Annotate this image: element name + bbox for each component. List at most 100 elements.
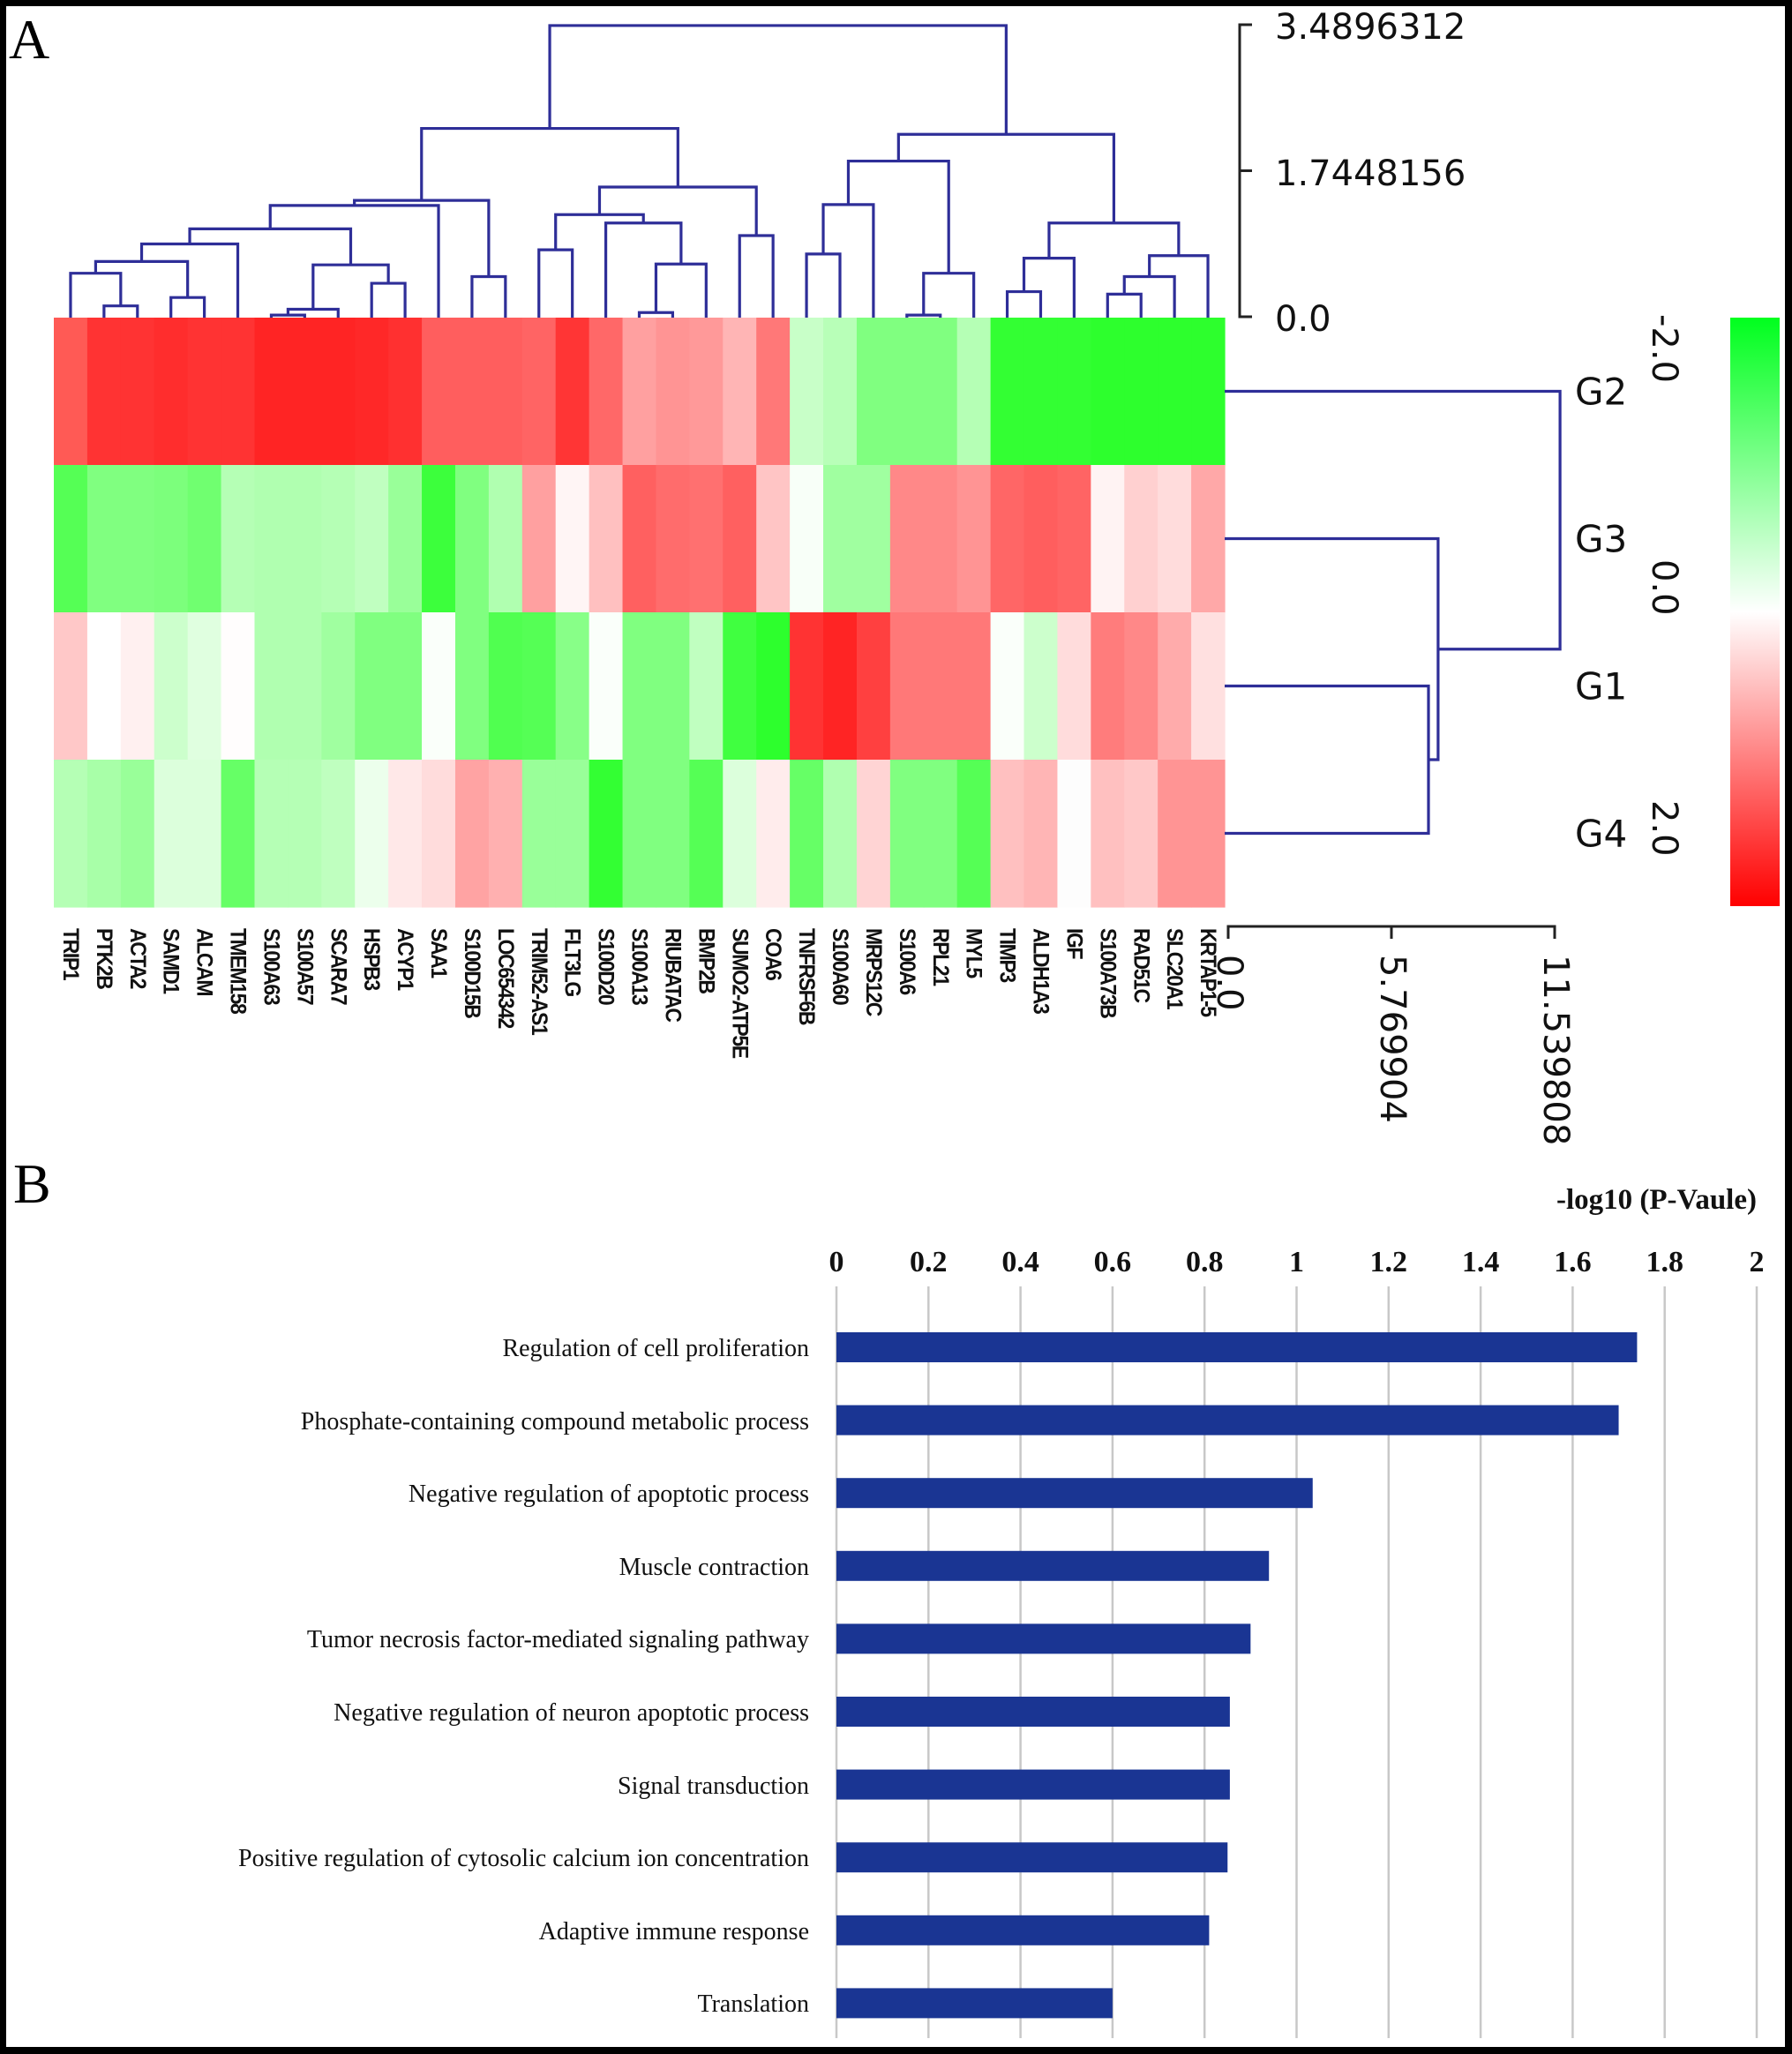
column-dendrogram-branch [805, 252, 842, 318]
heatmap-cell [555, 760, 590, 908]
group-label: G1 [1575, 664, 1628, 708]
bar-chart-x-tick-label: 2 [1749, 1246, 1765, 1278]
heatmap-cell [790, 612, 824, 761]
heatmap-cell [1124, 318, 1158, 466]
heatmap-cell [656, 318, 690, 466]
heatmap-cell [923, 318, 958, 466]
heatmap-cell [54, 465, 88, 613]
gene-label: FLT3LG [559, 928, 585, 996]
column-dendrogram-branch [470, 274, 507, 318]
bar-chart-category-label: Muscle contraction [619, 1553, 809, 1581]
gene-label: TRIP1 [58, 928, 83, 980]
heatmap-cell [454, 465, 490, 613]
heatmap-cell [555, 465, 590, 613]
bar-chart [835, 1286, 1758, 2038]
column-dendrogram-scale-label: 0.0 [1275, 299, 1331, 340]
heatmap-cell [388, 760, 423, 908]
heatmap-cell [923, 465, 958, 613]
heatmap-cell [990, 760, 1025, 908]
heatmap-cell [1158, 612, 1192, 761]
group-label: G2 [1575, 370, 1628, 413]
heatmap-cell [488, 612, 523, 761]
heatmap-cell [355, 465, 389, 613]
heatmap-cell [856, 612, 891, 761]
bar-chart-bar [836, 1550, 1270, 1581]
heatmap-cell [54, 760, 88, 908]
heatmap-cell [1057, 465, 1091, 613]
gene-label: S100D15B [459, 928, 484, 1018]
heatmap-cell [254, 612, 289, 761]
gene-label: S100D20 [593, 928, 619, 1005]
gene-label: HSPB3 [359, 928, 385, 990]
heatmap-cell [1091, 318, 1125, 466]
heatmap-cell [622, 760, 657, 908]
heatmap-cell [723, 465, 757, 613]
color-scale-label: -2.0 [1644, 314, 1684, 384]
heatmap-cell [422, 318, 456, 466]
heatmap-cell [756, 318, 791, 466]
bar-chart-bar [836, 1842, 1228, 1873]
heatmap-cell [521, 465, 557, 613]
heatmap-cell [1023, 465, 1059, 613]
bar-chart-category-label: Adaptive immune response [538, 1917, 809, 1945]
heatmap-cell [1023, 612, 1059, 761]
heatmap-cell [422, 760, 456, 908]
heatmap-cell [656, 612, 690, 761]
gene-label: PTK2B [91, 928, 116, 989]
heatmap-cell [154, 318, 189, 466]
column-dendrogram-branch [188, 227, 353, 266]
heatmap-cell [454, 612, 490, 761]
heatmap-cell [823, 318, 858, 466]
bar-chart-bar [836, 1405, 1619, 1436]
gene-label: TIMP3 [994, 928, 1020, 982]
heatmap-cell [221, 465, 256, 613]
heatmap-cell [589, 465, 624, 613]
heatmap-cell [589, 318, 624, 466]
heatmap-cell [1158, 760, 1192, 908]
heatmap-cell [120, 612, 155, 761]
gene-label: ACTA2 [124, 928, 150, 989]
gene-label: COA6 [761, 928, 786, 980]
heatmap-cell [956, 760, 992, 908]
heatmap-cell [321, 760, 356, 908]
gene-label: MYL5 [961, 928, 986, 978]
bar-chart-category-label: Translation [697, 1990, 809, 2019]
bar-chart-category-label: Tumor necrosis factor-mediated signaling… [306, 1626, 809, 1654]
heatmap-cell [1124, 465, 1158, 613]
heatmap-cell [823, 760, 858, 908]
gene-label: LOC654342 [492, 928, 518, 1028]
heatmap-cell [488, 318, 523, 466]
heatmap-cell [288, 612, 322, 761]
heatmap-cell [622, 465, 657, 613]
gene-label: SUMO2-ATP5E [727, 928, 753, 1058]
gene-label: S100A60 [828, 928, 853, 1005]
heatmap-cell [355, 760, 389, 908]
bar-chart-category-label: Positive regulation of cytosolic calcium… [238, 1845, 809, 1873]
gene-label: SLC20A1 [1162, 928, 1188, 1009]
heatmap-cell [288, 318, 322, 466]
heatmap-cell [388, 465, 423, 613]
bar-chart-axis-title: -log10 (P-Vaule) [1556, 1184, 1757, 1216]
bar-chart-x-tick-label: 1.8 [1646, 1246, 1683, 1278]
gene-label: RPL21 [927, 928, 953, 986]
bar-chart-bar [836, 1623, 1251, 1654]
bar-chart-category-label: Signal transduction [618, 1772, 809, 1800]
group-label: G3 [1575, 517, 1628, 560]
heatmap-cell [723, 760, 757, 908]
heatmap-cell [1191, 465, 1226, 613]
heatmap-cell [790, 465, 824, 613]
gene-label: SAMD1 [158, 928, 184, 993]
heatmap-cell [1191, 612, 1226, 761]
heatmap-cell [254, 465, 289, 613]
bar-chart-x-tick-label: 1.2 [1369, 1246, 1408, 1278]
bar-chart-bar [836, 1915, 1210, 1945]
heatmap-cell [288, 465, 322, 613]
group-label: G4 [1575, 812, 1628, 855]
column-dendrogram-branch [922, 272, 976, 318]
heatmap-cell [221, 318, 256, 466]
heatmap-cell [321, 612, 356, 761]
bar-chart-category-label: Negative regulation of neuron apoptotic … [334, 1699, 809, 1727]
heatmap-cell [187, 465, 222, 613]
heatmap-cell [756, 465, 791, 613]
row-dendrogram-scale-label: 11.539808 [1535, 955, 1576, 1146]
